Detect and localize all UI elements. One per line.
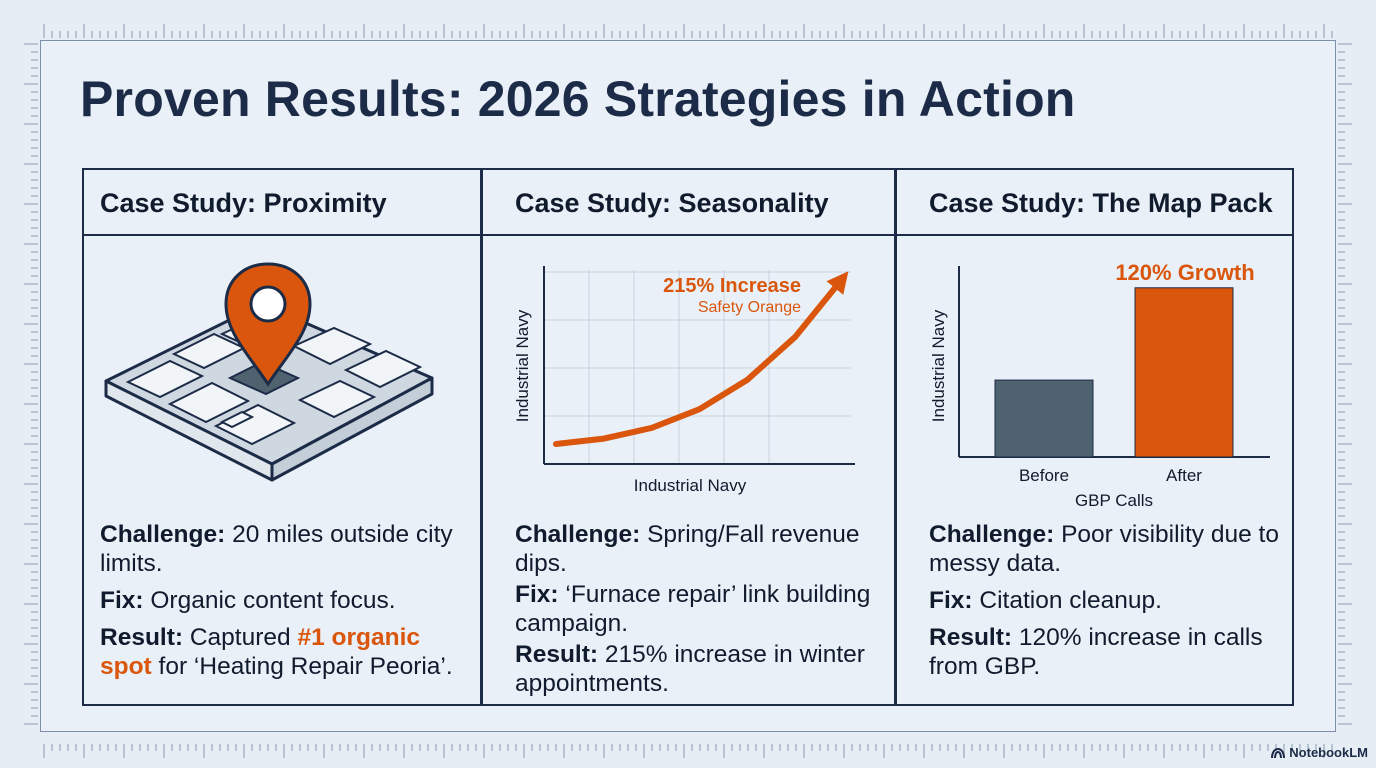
panel-header: Case Study: Proximity <box>84 170 480 236</box>
line-chart: 215% Increase Safety Orange Industrial N… <box>513 266 855 495</box>
challenge-label: Challenge: <box>100 521 226 548</box>
panel-header: Case Study: The Map Pack <box>897 170 1292 236</box>
result-text: 215% increase in winter appointments. <box>515 641 865 697</box>
bar-before <box>994 379 1094 458</box>
result-text: Captured <box>189 624 291 651</box>
fix-line: Fix: Organic content focus. <box>100 586 470 615</box>
panel-text: Challenge: Spring/Fall revenue dips. Fix… <box>515 520 884 700</box>
challenge-text: 20 miles outside city limits. <box>100 521 453 577</box>
x-axis-label: Industrial Navy <box>634 476 747 495</box>
fix-text: Citation cleanup. <box>979 587 1162 614</box>
right-ruler <box>1338 43 1352 725</box>
category-label: After <box>1166 466 1202 485</box>
case-study-seasonality: Case Study: Seasonality 215% Increase Sa… <box>481 168 896 706</box>
bar-chart: Before After 120% Growth GBP Calls Indust… <box>929 260 1270 510</box>
left-ruler <box>24 43 38 725</box>
result-line: Result: 215% increase in winter appointm… <box>515 640 884 698</box>
challenge-line: Challenge: Poor visibility due to messy … <box>929 520 1282 578</box>
result-label: Result: <box>515 641 599 668</box>
category-label: Before <box>1019 466 1069 485</box>
bottom-ruler <box>43 744 1333 758</box>
challenge-line: Challenge: Spring/Fall revenue dips. <box>515 520 884 578</box>
map-pin-icon <box>104 262 434 482</box>
fix-line: Fix: ‘Furnace repair’ link building camp… <box>515 580 884 638</box>
result-label: Result: <box>100 624 184 651</box>
top-ruler <box>43 24 1333 38</box>
result-highlight: #1 organic spot <box>100 624 421 680</box>
challenge-label: Challenge: <box>515 521 641 548</box>
y-axis-label: Industrial Navy <box>929 309 948 422</box>
notebooklm-badge: NotebookLM <box>1271 745 1368 760</box>
challenge-text: Poor visibility due to messy data. <box>929 521 1279 577</box>
fix-line: Fix: Citation cleanup. <box>929 586 1282 615</box>
case-study-map-pack: Case Study: The Map Pack Before After 120… <box>895 168 1294 706</box>
panel-text: Challenge: Poor visibility due to messy … <box>929 520 1282 689</box>
brand-text: NotebookLM <box>1289 745 1368 760</box>
fix-label: Fix: <box>100 587 144 614</box>
result-text-end: for ‘Heating Repair Peoria’. <box>158 653 453 680</box>
challenge-line: Challenge: 20 miles outside city limits. <box>100 520 470 578</box>
fix-label: Fix: <box>929 587 973 614</box>
fix-text: Organic content focus. <box>150 587 396 614</box>
fix-label: Fix: <box>515 581 559 608</box>
series-line <box>553 271 849 447</box>
chart-annotation-sub: Safety Orange <box>698 299 801 316</box>
result-line: Result: 120% increase in calls from GBP. <box>929 623 1282 681</box>
panel-header: Case Study: Seasonality <box>483 170 894 236</box>
notebooklm-logo-icon <box>1271 747 1286 758</box>
challenge-text: Spring/Fall revenue dips. <box>515 521 860 577</box>
page-title: Proven Results: 2026 Strategies in Actio… <box>80 71 1076 127</box>
bar-after <box>1134 287 1234 458</box>
chart-annotation: 120% Growth <box>1115 260 1254 285</box>
result-text: 120% increase in calls from GBP. <box>929 624 1263 680</box>
result-line: Result: Captured #1 organic spot for ‘He… <box>100 623 470 681</box>
chart-annotation: 215% Increase <box>663 275 801 297</box>
x-axis-label: GBP Calls <box>1075 491 1153 510</box>
result-label: Result: <box>929 624 1013 651</box>
fix-text: ‘Furnace repair’ link building campaign. <box>515 581 871 637</box>
panel-text: Challenge: 20 miles outside city limits.… <box>100 520 470 689</box>
y-axis-label: Industrial Navy <box>513 309 532 422</box>
case-study-proximity: Case Study: Proximity <box>82 168 482 706</box>
challenge-label: Challenge: <box>929 521 1055 548</box>
